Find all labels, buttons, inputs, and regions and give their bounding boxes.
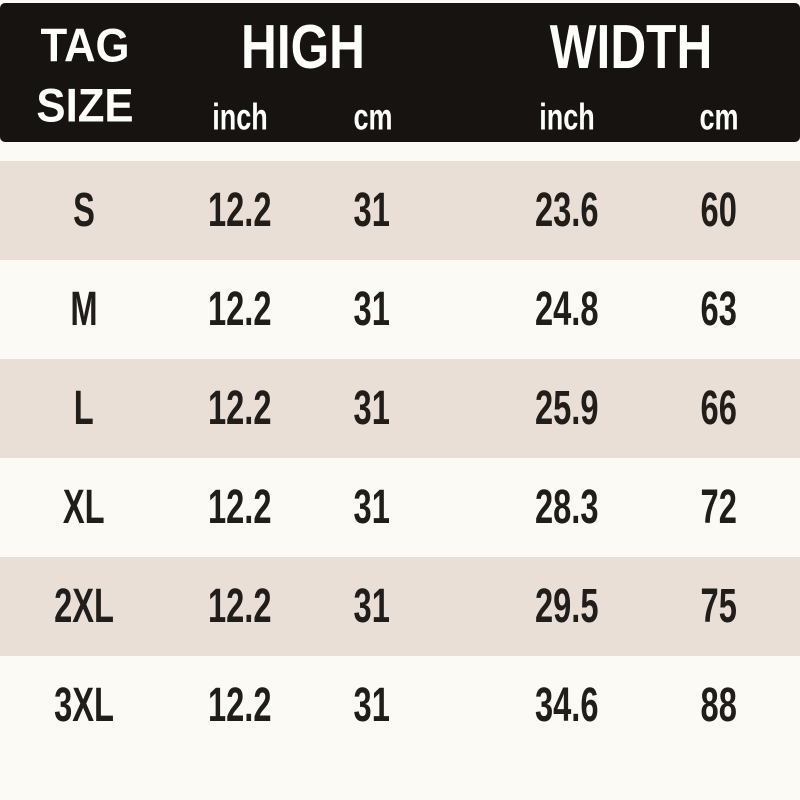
header-tag-size-line2: SIZE bbox=[33, 82, 137, 129]
high-inch-cell: 12.2 bbox=[120, 282, 360, 336]
table-row: 3XL 12.2 31 34.6 88 bbox=[0, 656, 800, 755]
width-inch-cell: 34.6 bbox=[447, 678, 687, 732]
width-cm-value: 63 bbox=[700, 282, 738, 336]
width-inch-cell: 24.8 bbox=[447, 282, 687, 336]
width-inch-value: 24.8 bbox=[535, 282, 599, 336]
width-inch-value: 25.9 bbox=[535, 381, 599, 435]
header-high-inch-unit: inch bbox=[202, 99, 278, 136]
high-inch-value: 12.2 bbox=[208, 480, 272, 534]
unit-label-text: cm bbox=[353, 96, 393, 138]
header-high-cm-unit: cm bbox=[346, 99, 399, 136]
table-body: S 12.2 31 23.6 60 M 12.2 31 24.8 63 L 12… bbox=[0, 161, 800, 755]
high-cm-cell: 31 bbox=[252, 381, 492, 435]
high-inch-cell: 12.2 bbox=[120, 381, 360, 435]
unit-label-text: cm bbox=[699, 96, 739, 138]
header-width-inch-unit: inch bbox=[529, 99, 605, 136]
header-label-text: WIDTH bbox=[549, 13, 713, 82]
table-row: 2XL 12.2 31 29.5 75 bbox=[0, 557, 800, 656]
table-row: L 12.2 31 25.9 66 bbox=[0, 359, 800, 458]
width-cm-cell: 60 bbox=[599, 183, 800, 237]
header-tag-size-line1: TAG bbox=[37, 22, 133, 69]
width-inch-value: 34.6 bbox=[535, 678, 599, 732]
width-cm-value: 60 bbox=[700, 183, 738, 237]
size-value: L bbox=[74, 381, 94, 435]
width-cm-value: 66 bbox=[700, 381, 738, 435]
table-row: M 12.2 31 24.8 63 bbox=[0, 260, 800, 359]
width-cm-cell: 66 bbox=[599, 381, 800, 435]
width-inch-value: 29.5 bbox=[535, 579, 599, 633]
width-inch-value: 28.3 bbox=[535, 480, 599, 534]
high-cm-cell: 31 bbox=[252, 480, 492, 534]
width-inch-cell: 28.3 bbox=[447, 480, 687, 534]
width-inch-cell: 25.9 bbox=[447, 381, 687, 435]
high-cm-value: 31 bbox=[353, 678, 391, 732]
width-inch-value: 23.6 bbox=[535, 183, 599, 237]
size-value: 3XL bbox=[54, 678, 114, 732]
size-cell: XL bbox=[0, 480, 204, 534]
header-label-text: SIZE bbox=[36, 78, 134, 132]
high-inch-value: 12.2 bbox=[208, 282, 272, 336]
width-inch-cell: 23.6 bbox=[447, 183, 687, 237]
high-inch-value: 12.2 bbox=[208, 678, 272, 732]
high-inch-value: 12.2 bbox=[208, 183, 272, 237]
width-cm-cell: 63 bbox=[599, 282, 800, 336]
high-cm-value: 31 bbox=[353, 183, 391, 237]
high-inch-cell: 12.2 bbox=[120, 480, 360, 534]
high-cm-cell: 31 bbox=[252, 579, 492, 633]
size-cell: S bbox=[0, 183, 204, 237]
size-cell: M bbox=[0, 282, 204, 336]
high-cm-value: 31 bbox=[353, 579, 391, 633]
high-cm-value: 31 bbox=[353, 282, 391, 336]
size-value: 2XL bbox=[54, 579, 114, 633]
size-value: XL bbox=[63, 480, 105, 534]
width-cm-value: 72 bbox=[700, 480, 738, 534]
high-cm-value: 31 bbox=[353, 480, 391, 534]
width-cm-cell: 88 bbox=[599, 678, 800, 732]
table-row: S 12.2 31 23.6 60 bbox=[0, 161, 800, 260]
high-inch-cell: 12.2 bbox=[120, 678, 360, 732]
high-cm-cell: 31 bbox=[252, 678, 492, 732]
table-row: XL 12.2 31 28.3 72 bbox=[0, 458, 800, 557]
header-width-group: WIDTH bbox=[529, 17, 732, 79]
unit-label-text: inch bbox=[539, 96, 595, 138]
high-inch-value: 12.2 bbox=[208, 579, 272, 633]
high-cm-cell: 31 bbox=[252, 282, 492, 336]
size-value: M bbox=[70, 282, 98, 336]
header-width-cm-unit: cm bbox=[692, 99, 745, 136]
width-cm-value: 88 bbox=[700, 678, 738, 732]
high-inch-cell: 12.2 bbox=[120, 579, 360, 633]
high-inch-cell: 12.2 bbox=[120, 183, 360, 237]
width-inch-cell: 29.5 bbox=[447, 579, 687, 633]
header-high-group: HIGH bbox=[226, 17, 381, 79]
size-cell: L bbox=[0, 381, 204, 435]
unit-label-text: inch bbox=[212, 96, 268, 138]
header-label-text: TAG bbox=[40, 18, 130, 72]
width-cm-cell: 75 bbox=[599, 579, 800, 633]
table-header: TAG SIZE HIGH WIDTH inch cm inch cm bbox=[0, 3, 800, 142]
width-cm-cell: 72 bbox=[599, 480, 800, 534]
size-cell: 3XL bbox=[0, 678, 204, 732]
high-cm-value: 31 bbox=[353, 381, 391, 435]
size-value: S bbox=[73, 183, 95, 237]
size-cell: 2XL bbox=[0, 579, 204, 633]
high-cm-cell: 31 bbox=[252, 183, 492, 237]
high-inch-value: 12.2 bbox=[208, 381, 272, 435]
header-label-text: HIGH bbox=[241, 13, 365, 82]
width-cm-value: 75 bbox=[700, 579, 738, 633]
